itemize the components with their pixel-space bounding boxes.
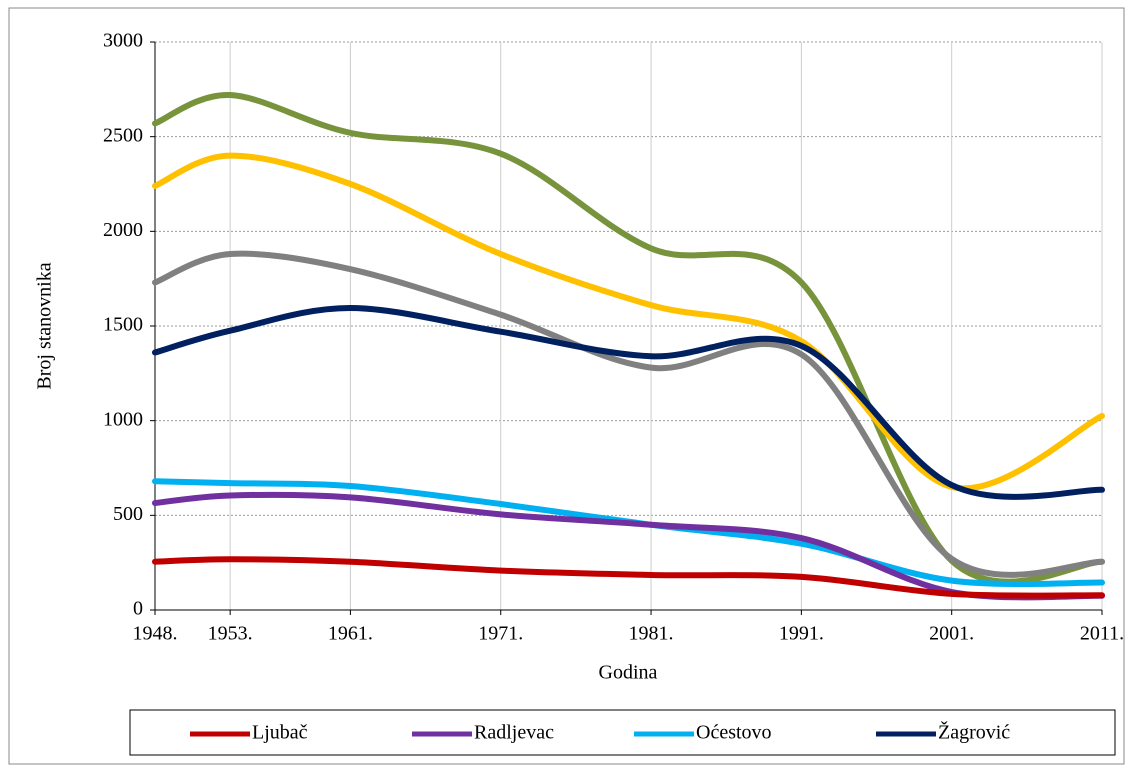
x-tick-label: 1961. — [328, 623, 373, 645]
y-tick-label: 500 — [113, 503, 143, 525]
x-axis-label: Godina — [599, 662, 658, 684]
x-tick-label: 2001. — [929, 623, 974, 645]
legend-label: Oćestovo — [696, 722, 772, 744]
chart-border — [8, 7, 1125, 765]
y-axis-label: Broj stanovnika — [34, 262, 56, 389]
x-tick-label: 2011. — [1080, 623, 1124, 645]
series-line — [152, 556, 1105, 599]
y-tick-label: 2500 — [103, 124, 143, 146]
y-tick-label: 2000 — [103, 219, 143, 241]
y-tick-label: 1000 — [103, 408, 143, 430]
legend-label: Ljubač — [252, 722, 308, 744]
y-tick-label: 0 — [133, 598, 143, 620]
series-line — [152, 305, 1105, 500]
y-tick-label: 1500 — [103, 314, 143, 336]
x-tick-label: 1981. — [629, 623, 674, 645]
x-tick-label: 1971. — [478, 623, 523, 645]
x-tick-label: 1953. — [208, 623, 253, 645]
x-tick-label: 1948. — [133, 623, 178, 645]
series-line — [152, 250, 1105, 578]
legend-label: Radljevac — [474, 722, 554, 744]
x-tick-label: 1991. — [779, 623, 824, 645]
legend-box — [129, 709, 1116, 756]
y-tick-label: 3000 — [103, 30, 143, 52]
legend-label: Žagrović — [938, 721, 1010, 744]
